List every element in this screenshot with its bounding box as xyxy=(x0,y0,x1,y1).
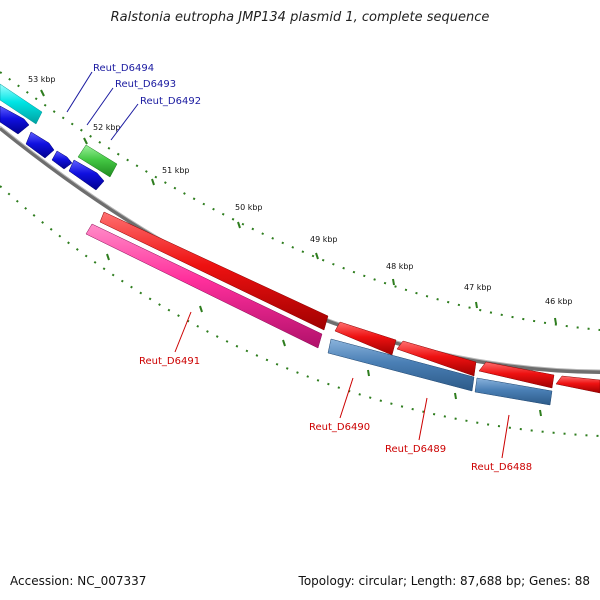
kbp-label-47: 47 kbp xyxy=(464,283,492,292)
inner-major-tick xyxy=(539,409,542,417)
gene-blue-3[interactable] xyxy=(51,150,73,170)
inner-major-tick xyxy=(367,369,370,377)
major-tick-46 xyxy=(554,317,557,325)
gene-label-D6494: Reut_D6494 xyxy=(93,63,154,74)
gene-label-D6490: Reut_D6490 xyxy=(309,422,370,433)
outer-tick-ring xyxy=(0,71,600,331)
major-tick-47 xyxy=(475,301,478,309)
major-tick-50 xyxy=(237,221,241,229)
leader-line-D6493 xyxy=(86,87,114,126)
accession-label: Accession: NC_007337 xyxy=(10,574,147,588)
gene-red-5[interactable] xyxy=(555,375,600,394)
gene-red-2[interactable] xyxy=(334,321,397,356)
kbp-label-52: 52 kbp xyxy=(93,123,121,132)
leader-line-D6488 xyxy=(501,414,510,459)
kbp-label-50: 50 kbp xyxy=(235,203,263,212)
topology-summary: Topology: circular; Length: 87,688 bp; G… xyxy=(298,574,590,588)
gene-cyan[interactable] xyxy=(0,83,43,125)
inner-major-tick xyxy=(454,392,457,400)
gene-steel-2[interactable] xyxy=(474,377,553,406)
gene-blue-2[interactable] xyxy=(25,131,55,159)
kbp-label-49: 49 kbp xyxy=(310,235,338,244)
gene-red-4[interactable] xyxy=(478,361,555,389)
gene-pink[interactable] xyxy=(85,223,323,349)
leader-line-D6492 xyxy=(110,103,139,141)
inner-major-tick xyxy=(106,253,110,261)
leader-line-D6494 xyxy=(66,71,93,113)
gene-blue-4[interactable] xyxy=(68,159,105,191)
kbp-label-46: 46 kbp xyxy=(545,297,573,306)
gene-green[interactable] xyxy=(77,144,118,178)
gene-label-D6493: Reut_D6493 xyxy=(115,79,176,90)
gene-label-D6492: Reut_D6492 xyxy=(140,96,201,107)
kbp-label-48: 48 kbp xyxy=(386,262,414,271)
gene-steel-1[interactable] xyxy=(327,338,475,392)
gene-label-D6488: Reut_D6488 xyxy=(471,462,532,473)
major-tick-49 xyxy=(315,252,319,260)
leader-line-D6491 xyxy=(174,311,192,353)
gene-red-1[interactable] xyxy=(99,211,329,331)
kbp-label-51: 51 kbp xyxy=(162,166,190,175)
inner-major-tick xyxy=(282,339,286,347)
gene-blue-1[interactable] xyxy=(0,105,30,135)
kbp-label-53: 53 kbp xyxy=(28,75,56,84)
major-tick-51 xyxy=(151,178,155,186)
major-tick-48 xyxy=(392,278,395,286)
gene-label-D6489: Reut_D6489 xyxy=(385,444,446,455)
major-tick-52 xyxy=(83,137,88,145)
major-tick-53 xyxy=(40,89,45,97)
leader-line-D6490 xyxy=(339,377,354,419)
gene-label-D6491: Reut_D6491 xyxy=(139,356,200,367)
inner-major-tick xyxy=(199,305,203,313)
map-title: Ralstonia eutropha JMP134 plasmid 1, com… xyxy=(110,10,490,25)
gene-red-3[interactable] xyxy=(396,340,477,377)
leader-line-D6489 xyxy=(418,397,428,441)
